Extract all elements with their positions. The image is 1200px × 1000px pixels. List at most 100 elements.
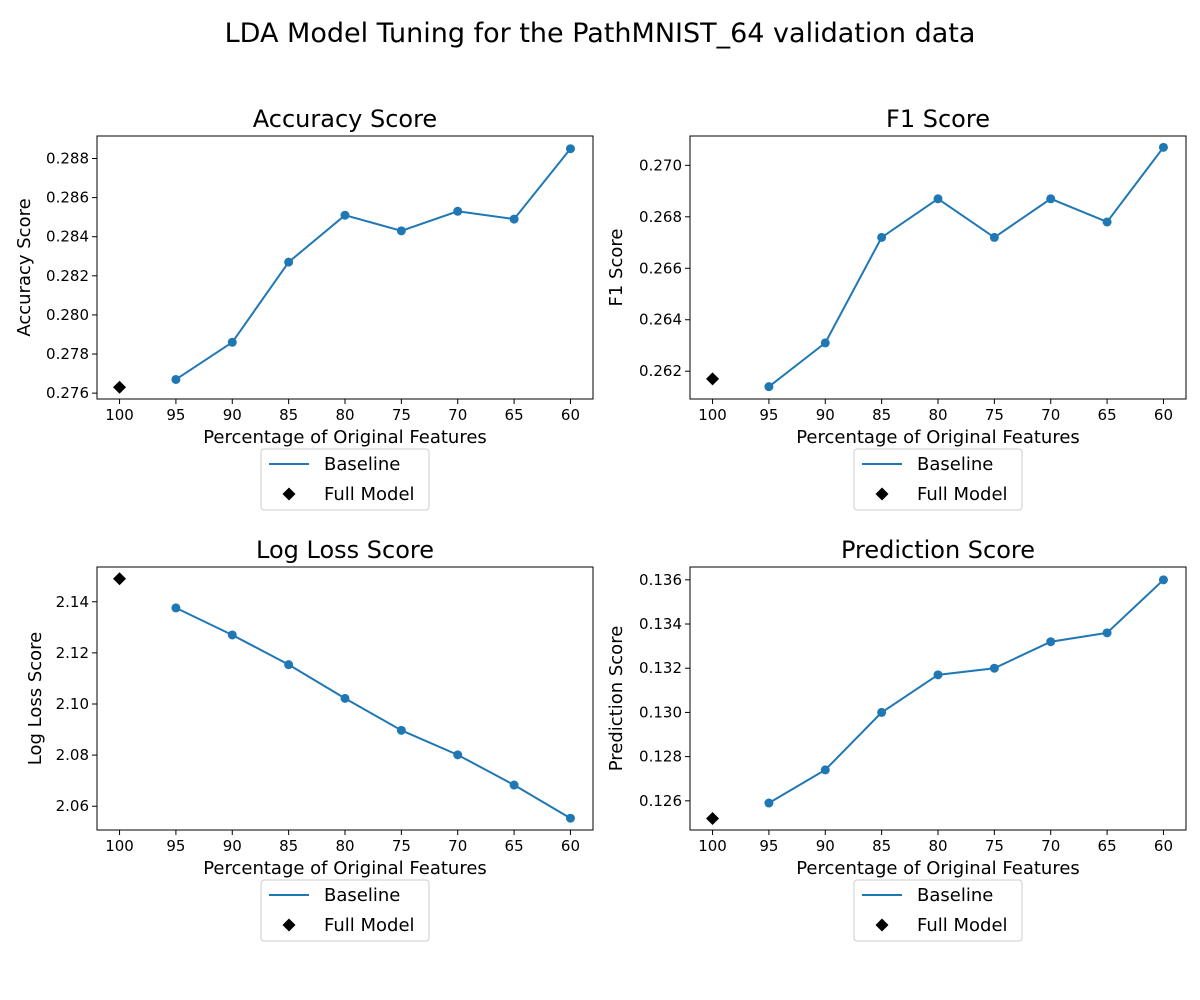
baseline-point xyxy=(509,780,519,790)
y-axis-label: Accuracy Score xyxy=(14,198,35,336)
legend-baseline-label: Baseline xyxy=(324,454,400,475)
baseline-point xyxy=(227,337,237,347)
full-model-point xyxy=(113,380,127,394)
baseline-point xyxy=(1158,575,1168,585)
x-tick-label: 60 xyxy=(561,837,580,855)
x-tick-label: 70 xyxy=(448,406,467,424)
y-tick-label: 2.14 xyxy=(56,593,89,611)
y-tick-label: 0.270 xyxy=(639,156,682,174)
x-tick-label: 60 xyxy=(561,406,580,424)
y-tick-label: 2.08 xyxy=(56,746,89,764)
x-tick-label: 70 xyxy=(1041,406,1060,424)
x-tick-label: 80 xyxy=(335,406,354,424)
axes-frame xyxy=(689,566,1187,831)
legend-full-model-swatch xyxy=(282,487,296,501)
y-tick-label: 0.276 xyxy=(46,384,89,402)
baseline-point xyxy=(453,206,463,216)
full-model-point xyxy=(706,372,720,386)
baseline-point xyxy=(565,144,575,154)
y-tick-label: 0.264 xyxy=(639,311,682,329)
x-tick-label: 65 xyxy=(1098,406,1117,424)
legend-full-model-label: Full Model xyxy=(917,915,1008,936)
x-tick-label: 65 xyxy=(505,837,524,855)
baseline-point xyxy=(933,670,943,680)
baseline-point xyxy=(820,765,830,775)
x-tick-label: 90 xyxy=(223,837,242,855)
y-tick-label: 0.278 xyxy=(46,345,89,363)
y-tick-label: 0.282 xyxy=(46,267,89,285)
y-tick-label: 0.136 xyxy=(639,571,682,589)
legend-full-model-label: Full Model xyxy=(324,915,415,936)
baseline-point xyxy=(877,232,887,242)
baseline-point xyxy=(171,374,181,384)
y-tick-label: 0.262 xyxy=(639,362,682,380)
baseline-point xyxy=(820,338,830,348)
figure-title: LDA Model Tuning for the PathMNIST_64 va… xyxy=(225,18,976,49)
x-tick-label: 85 xyxy=(279,837,298,855)
x-tick-label: 90 xyxy=(816,837,835,855)
x-tick-label: 65 xyxy=(505,406,524,424)
baseline-point xyxy=(227,630,237,640)
baseline-point xyxy=(1158,142,1168,152)
full-model-point xyxy=(113,572,127,586)
x-tick-label: 60 xyxy=(1154,837,1173,855)
baseline-point xyxy=(453,750,463,760)
subplot-1: Accuracy Score 100 95 90 85 80 75 70 65 60 0.276 0.… xyxy=(14,105,594,511)
baseline-point xyxy=(284,660,294,670)
legend: Baseline Full Model xyxy=(853,879,1023,942)
x-axis-label: Percentage of Original Features xyxy=(203,858,487,879)
x-tick-label: 80 xyxy=(928,837,947,855)
x-axis-label: Percentage of Original Features xyxy=(796,427,1080,448)
x-tick-label: 95 xyxy=(166,837,185,855)
x-tick-label: 95 xyxy=(759,837,778,855)
y-axis-label: Log Loss Score xyxy=(25,632,46,766)
y-tick-label: 2.10 xyxy=(56,695,89,713)
x-tick-label: 75 xyxy=(985,406,1004,424)
baseline-point xyxy=(1102,628,1112,638)
y-axis-label: F1 Score xyxy=(606,229,627,307)
baseline-line xyxy=(768,579,1165,804)
y-tick-label: 0.286 xyxy=(46,189,89,207)
baseline-point xyxy=(396,226,406,236)
legend: Baseline Full Model xyxy=(260,448,430,511)
baseline-point xyxy=(396,725,406,735)
baseline-point xyxy=(877,707,887,717)
x-tick-label: 70 xyxy=(1041,837,1060,855)
x-tick-label: 75 xyxy=(392,406,411,424)
x-tick-label: 75 xyxy=(985,837,1004,855)
baseline-point xyxy=(284,257,294,267)
subplot-title: Accuracy Score xyxy=(253,105,437,133)
axes-frame xyxy=(689,135,1187,400)
x-tick-label: 85 xyxy=(872,837,891,855)
baseline-line xyxy=(175,606,571,820)
baseline-point xyxy=(171,603,181,613)
baseline-point xyxy=(933,194,943,204)
axes-frame xyxy=(96,135,594,400)
y-tick-label: 0.126 xyxy=(639,792,682,810)
baseline-point xyxy=(1046,194,1056,204)
y-axis-label: Prediction Score xyxy=(606,626,627,772)
x-tick-label: 100 xyxy=(698,837,727,855)
baseline-point xyxy=(764,798,774,808)
y-tick-label: 2.06 xyxy=(56,797,89,815)
x-tick-label: 100 xyxy=(105,406,134,424)
legend-baseline-label: Baseline xyxy=(917,885,993,906)
baseline-line xyxy=(768,146,1165,388)
subplot-title: Prediction Score xyxy=(841,536,1035,564)
y-tick-label: 0.280 xyxy=(46,306,89,324)
y-tick-label: 0.266 xyxy=(639,259,682,277)
legend-full-model-label: Full Model xyxy=(917,484,1008,505)
x-tick-label: 65 xyxy=(1098,837,1117,855)
legend-baseline-label: Baseline xyxy=(917,454,993,475)
baseline-point xyxy=(340,693,350,703)
x-tick-label: 90 xyxy=(816,406,835,424)
y-tick-label: 0.288 xyxy=(46,149,89,167)
baseline-point xyxy=(764,382,774,392)
subplot-grid: Accuracy Score 100 95 90 85 80 75 70 65 60 0.276 0.… xyxy=(14,105,1187,942)
full-model-point xyxy=(706,812,720,826)
y-tick-label: 0.268 xyxy=(639,208,682,226)
baseline-point xyxy=(989,663,999,673)
axes-frame xyxy=(96,566,594,831)
subplot-title: Log Loss Score xyxy=(256,536,434,564)
